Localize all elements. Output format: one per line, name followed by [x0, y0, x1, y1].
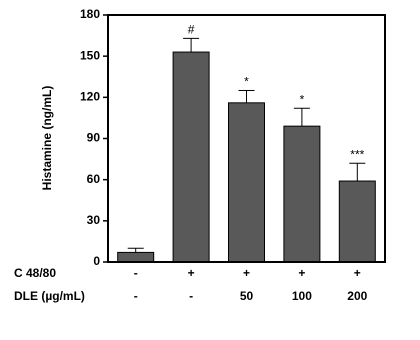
error-bar [293, 107, 310, 127]
x-row-label: DLE (µg/mL) [14, 289, 85, 303]
y-tick-label: 30 [87, 213, 101, 227]
bar [338, 180, 376, 263]
y-tick-label: 150 [80, 48, 100, 62]
y-axis-label: Histamine (ng/mL) [40, 86, 54, 191]
y-tick-label: 180 [80, 7, 100, 21]
error-bar [127, 247, 144, 253]
error-bar [349, 162, 366, 182]
bar [283, 125, 321, 263]
y-tick-label: 60 [87, 172, 101, 186]
bar [228, 102, 265, 263]
x-row-value: + [243, 266, 250, 280]
x-row-value: - [134, 266, 138, 280]
y-tick-label: 120 [80, 90, 100, 104]
x-row-label: C 48/80 [14, 266, 56, 280]
bar [117, 251, 155, 263]
x-row-value: - [189, 289, 193, 303]
x-row-value: - [134, 289, 138, 303]
plot-frame [107, 14, 386, 263]
x-row-value: + [298, 266, 305, 280]
x-row-value: 100 [292, 289, 312, 303]
x-row-value: + [354, 266, 361, 280]
x-row-value: + [188, 266, 195, 280]
significance-label: * [300, 92, 305, 106]
error-bar [183, 37, 200, 53]
significance-label: * [244, 75, 249, 89]
x-row-value: 200 [347, 289, 367, 303]
significance-label: # [188, 22, 195, 36]
x-row-value: 50 [240, 289, 254, 303]
significance-label: *** [350, 147, 364, 161]
y-tick-label: 0 [93, 254, 100, 268]
y-tick-label: 90 [87, 131, 101, 145]
bar [172, 51, 210, 263]
error-bar [238, 89, 255, 103]
